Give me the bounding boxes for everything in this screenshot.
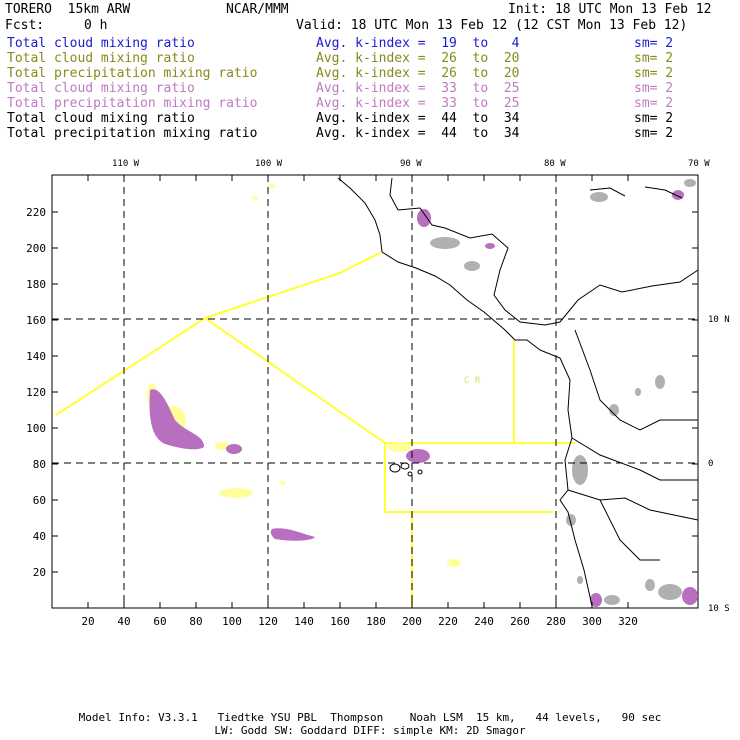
lat-lon-grid (52, 175, 698, 608)
y-tick-label: 160 (26, 314, 46, 327)
lon-label-90w: 90 W (400, 159, 422, 169)
y-tick-label: 40 (33, 530, 46, 543)
x-tick-label: 220 (438, 615, 458, 628)
y-tick-label: 140 (26, 350, 46, 363)
legend-field: Total precipitation mixing ratio (7, 66, 258, 81)
legend-kindex: Avg. k-index = 26 to 20 (316, 51, 520, 66)
x-tick-label: 60 (153, 615, 166, 628)
lat-label-0: 0 (708, 459, 713, 469)
legend-kindex: Avg. k-index = 44 to 34 (316, 111, 520, 126)
legend-kindex: Avg. k-index = 26 to 20 (316, 66, 520, 81)
x-tick-label: 160 (330, 615, 350, 628)
valid-time: Valid: 18 UTC Mon 13 Feb 12 (12 CST Mon … (296, 18, 688, 33)
legend-smoothing: sm= 2 (634, 126, 674, 141)
legend-field: Total precipitation mixing ratio (7, 96, 258, 111)
x-tick-label: 40 (117, 615, 130, 628)
x-tick-label: 240 (474, 615, 494, 628)
coastlines (337, 177, 699, 607)
x-tick-label: 200 (402, 615, 422, 628)
legend-field: Total cloud mixing ratio (7, 51, 195, 66)
legend-smoothing: sm= 2 (634, 96, 674, 111)
lon-label-100w: 100 W (255, 159, 283, 169)
x-tick-label: 320 (618, 615, 638, 628)
axis-tick-labels: 20 40 60 80 100 120 140 160 180 200 220 240 260 280 30… (26, 206, 638, 628)
model-info-line1: Model Info: V3.3.1 Tiedtke YSU PBL Thomp… (78, 711, 662, 724)
legend-kindex: Avg. k-index = 33 to 25 (316, 81, 520, 96)
forecast-label: Fcst: (5, 18, 45, 33)
legend-row: Total cloud mixing ratio Avg. k-index = 3… (0, 81, 740, 96)
legend-kindex: Avg. k-index = 44 to 34 (316, 126, 520, 141)
x-tick-label: 180 (366, 615, 386, 628)
legend-kindex: Avg. k-index = 33 to 25 (316, 96, 520, 111)
legend-smoothing: sm= 2 (634, 111, 674, 126)
y-tick-label: 180 (26, 278, 46, 291)
legend-kindex: Avg. k-index = 19 to 4 (316, 36, 520, 51)
y-tick-label: 220 (26, 206, 46, 219)
legend-row: Total cloud mixing ratio Avg. k-index = 4… (0, 111, 740, 126)
precip-patches (149, 190, 698, 607)
x-tick-label: 80 (189, 615, 202, 628)
model-info-line2: LW: Godd SW: Goddard DIFF: simple KM: 2D… (214, 724, 526, 737)
axis-ticks (52, 175, 698, 608)
y-tick-label: 120 (26, 386, 46, 399)
y-tick-label: 200 (26, 242, 46, 255)
legend-smoothing: sm= 2 (634, 81, 674, 96)
legend-row: Total precipitation mixing ratio Avg. k-i… (0, 126, 740, 141)
x-tick-label: 120 (258, 615, 278, 628)
legend-row: Total precipitation mixing ratio Avg. k-i… (0, 96, 740, 111)
forecast-hour: 0 h (84, 18, 108, 33)
legend-row: Total cloud mixing ratio Avg. k-index = 1… (0, 36, 740, 51)
x-tick-label: 140 (294, 615, 314, 628)
lat-label-10s: 10 S (708, 604, 730, 614)
lonlat-labels: 110 W 100 W 90 W 80 W 70 W 10 N 0 10 S (112, 159, 730, 614)
lon-label-80w: 80 W (544, 159, 566, 169)
lat-label-10n: 10 N (708, 315, 730, 325)
legend-field: Total cloud mixing ratio (7, 36, 195, 51)
legend-field: Total cloud mixing ratio (7, 111, 195, 126)
y-tick-label: 80 (33, 458, 46, 471)
x-tick-label: 260 (510, 615, 530, 628)
center-label: NCAR/MMM (226, 2, 289, 17)
y-tick-label: 60 (33, 494, 46, 507)
plot-frame (51, 174, 699, 609)
model-title: TORERO 15km ARW (5, 2, 131, 17)
x-tick-label: 20 (81, 615, 94, 628)
legend-field: Total cloud mixing ratio (7, 81, 195, 96)
x-tick-label: 300 (582, 615, 602, 628)
heavy-cloud-patches (430, 179, 696, 605)
legend-smoothing: sm= 2 (634, 51, 674, 66)
y-tick-label: 20 (33, 566, 46, 579)
y-tick-label: 100 (26, 422, 46, 435)
legend-smoothing: sm= 2 (634, 66, 674, 81)
legend-field: Total precipitation mixing ratio (7, 126, 258, 141)
legend-smoothing: sm= 2 (634, 36, 674, 51)
lon-label-110w: 110 W (112, 159, 140, 169)
region-label: C R (464, 376, 481, 386)
init-time: Init: 18 UTC Mon 13 Feb 12 (508, 2, 712, 17)
x-tick-label: 280 (546, 615, 566, 628)
legend-row: Total precipitation mixing ratio Avg. k-i… (0, 66, 740, 81)
legend-row: Total cloud mixing ratio Avg. k-index = 2… (0, 51, 740, 66)
x-tick-label: 100 (222, 615, 242, 628)
lon-label-70w: 70 W (688, 159, 710, 169)
